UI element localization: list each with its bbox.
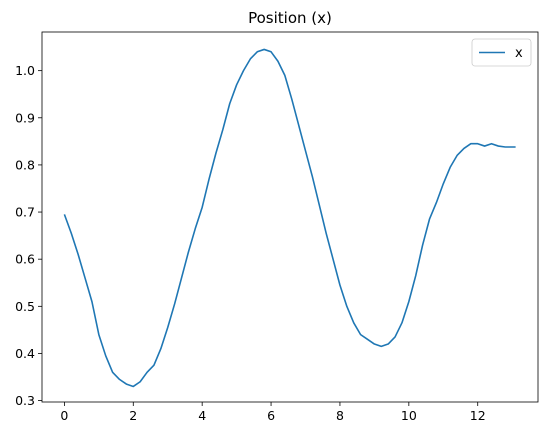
x-tick-label: 10 <box>401 408 417 423</box>
ticks-layer: 0 2 4 6 8 10 12 0.3 0.4 0.5 0.6 0.7 0.8 0.9 1.0 <box>15 63 486 423</box>
y-tick-label: 0.8 <box>15 157 35 172</box>
x-tick-label: 12 <box>470 408 486 423</box>
y-tick-label: 0.5 <box>15 299 35 314</box>
y-tick-label: 0.9 <box>15 110 35 125</box>
y-tick-label: 1.0 <box>15 63 35 78</box>
x-tick-label: 4 <box>198 408 206 423</box>
y-tick-label: 0.6 <box>15 252 35 267</box>
x-tick-label: 2 <box>129 408 137 423</box>
y-tick-label: 0.4 <box>15 346 35 361</box>
series-line-x <box>63 48 516 388</box>
x-tick-label: 6 <box>267 408 275 423</box>
x-tick-label: 0 <box>60 408 68 423</box>
y-tick-label: 0.7 <box>15 205 35 220</box>
y-tick-label: 0.3 <box>15 393 35 408</box>
chart-title: Position (x) <box>248 9 332 27</box>
legend: x <box>471 38 532 67</box>
x-tick-label: 8 <box>336 408 344 423</box>
plot-layer <box>63 48 516 388</box>
legend-label: x <box>515 46 523 61</box>
plot-frame <box>41 31 539 403</box>
